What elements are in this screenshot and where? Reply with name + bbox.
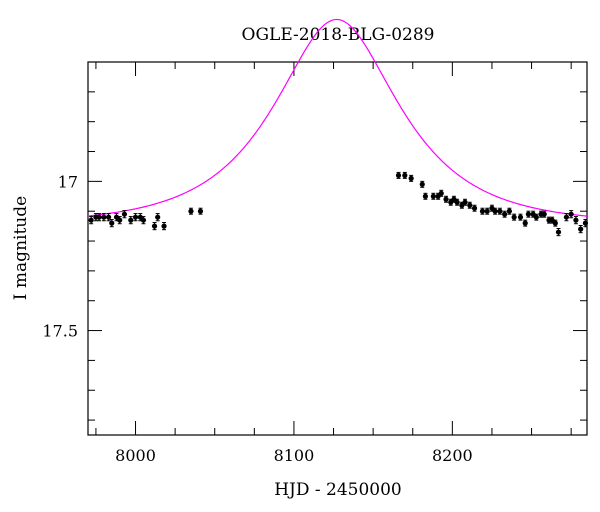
data-point <box>395 172 402 178</box>
data-point <box>484 208 490 214</box>
data-point <box>568 211 574 217</box>
data-point <box>101 214 107 220</box>
model-curve <box>87 18 588 217</box>
y-tick-label: 17 <box>58 172 78 191</box>
plot-frame <box>87 61 588 436</box>
data-point <box>479 208 486 214</box>
data-point <box>188 208 194 214</box>
data-point <box>517 214 524 220</box>
data-point <box>105 214 112 220</box>
x-tick-label: 8200 <box>432 446 473 465</box>
data-point <box>471 205 478 211</box>
data-point <box>511 214 517 220</box>
chart-title: OGLE-2018-BLG-0289 <box>242 25 435 45</box>
data-point <box>454 199 460 205</box>
data-point <box>552 220 558 226</box>
data-point <box>533 214 539 220</box>
data-point <box>128 217 134 223</box>
data-point <box>573 217 579 223</box>
data-point <box>96 214 102 220</box>
x-axis-label: HJD - 2450000 <box>274 480 402 500</box>
data-point <box>525 211 531 217</box>
data-point <box>151 223 158 229</box>
data-point <box>161 223 167 229</box>
data-point <box>422 193 429 199</box>
data-point <box>408 175 414 181</box>
data-point <box>88 217 94 223</box>
data-point <box>117 217 123 223</box>
data-point <box>541 211 547 217</box>
data-point <box>140 217 147 223</box>
data-point <box>582 220 589 226</box>
tick-labels: 8000 8100 8200 17 17.5 <box>42 172 472 465</box>
data-point <box>492 208 498 214</box>
y-axis-label: I magnitude <box>11 196 31 300</box>
data-point <box>497 208 503 214</box>
data-point <box>419 181 425 187</box>
data-point <box>563 214 570 220</box>
y-tick-label: 17.5 <box>42 322 78 341</box>
data-point <box>109 220 115 226</box>
data-point <box>578 226 584 232</box>
data-point <box>132 214 139 220</box>
data-point <box>155 214 161 220</box>
data-point <box>438 190 444 196</box>
data-point <box>555 229 562 235</box>
data-point <box>522 220 528 226</box>
data-point <box>462 199 468 205</box>
data-point <box>402 172 408 178</box>
axis-ticks <box>88 62 587 435</box>
x-tick-label: 8000 <box>115 446 156 465</box>
data-point <box>502 211 508 217</box>
data-point <box>506 208 512 214</box>
data-point <box>467 202 473 208</box>
data-point <box>430 193 436 199</box>
data-point <box>443 196 449 202</box>
data-points <box>88 171 589 237</box>
model-curve-layer <box>87 18 588 217</box>
x-tick-label: 8100 <box>274 446 315 465</box>
data-point <box>197 208 204 214</box>
data-point <box>121 211 128 217</box>
